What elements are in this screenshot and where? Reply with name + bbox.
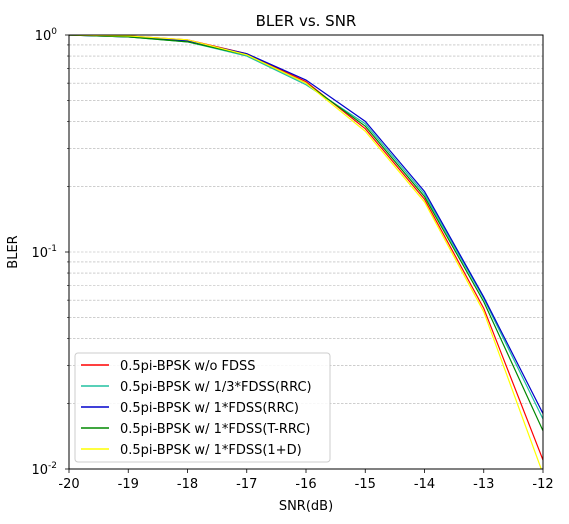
chart-title: BLER vs. SNR: [256, 12, 357, 30]
legend-box: [74, 352, 331, 463]
grid-lines: [69, 44, 543, 404]
legend-label: 0.5pi-BPSK w/ 1*FDSS(1+D): [120, 443, 302, 458]
x-tick-label: -16: [295, 477, 316, 492]
y-tick-label: 10-1: [31, 244, 57, 261]
series-line-5: [69, 35, 542, 469]
x-tick-label: -18: [177, 477, 198, 492]
x-axis-label: SNR(dB): [279, 499, 333, 514]
x-tick-label: -15: [355, 477, 376, 492]
legend-label: 0.5pi-BPSK w/ 1*FDSS(T-RRC): [120, 422, 310, 437]
legend-label: 0.5pi-BPSK w/ 1/3*FDSS(RRC): [120, 380, 312, 395]
y-tick-label: 100: [35, 27, 58, 44]
x-tick-label: -20: [58, 477, 79, 492]
legend: 0.5pi-BPSK w/o FDSS 0.5pi-BPSK w/ 1/3*FDS…: [74, 352, 331, 463]
legend-label: 0.5pi-BPSK w/o FDSS: [120, 359, 256, 374]
x-tick-label: -17: [236, 477, 257, 492]
x-tick-label: -19: [118, 477, 139, 492]
x-axis-ticks: -20 -19 -18 -17 -16 -15 -14 -13 -12: [58, 469, 554, 492]
y-axis-ticks: 100 10-1 10-2: [31, 27, 69, 478]
series-lines: [69, 35, 543, 469]
y-tick-label: 10-2: [31, 461, 57, 478]
x-tick-label: -12: [532, 477, 553, 492]
y-axis-label: BLER: [6, 235, 21, 268]
legend-label: 0.5pi-BPSK w/ 1*FDSS(RRC): [120, 401, 299, 416]
x-tick-label: -13: [473, 477, 494, 492]
x-tick-label: -14: [414, 477, 435, 492]
